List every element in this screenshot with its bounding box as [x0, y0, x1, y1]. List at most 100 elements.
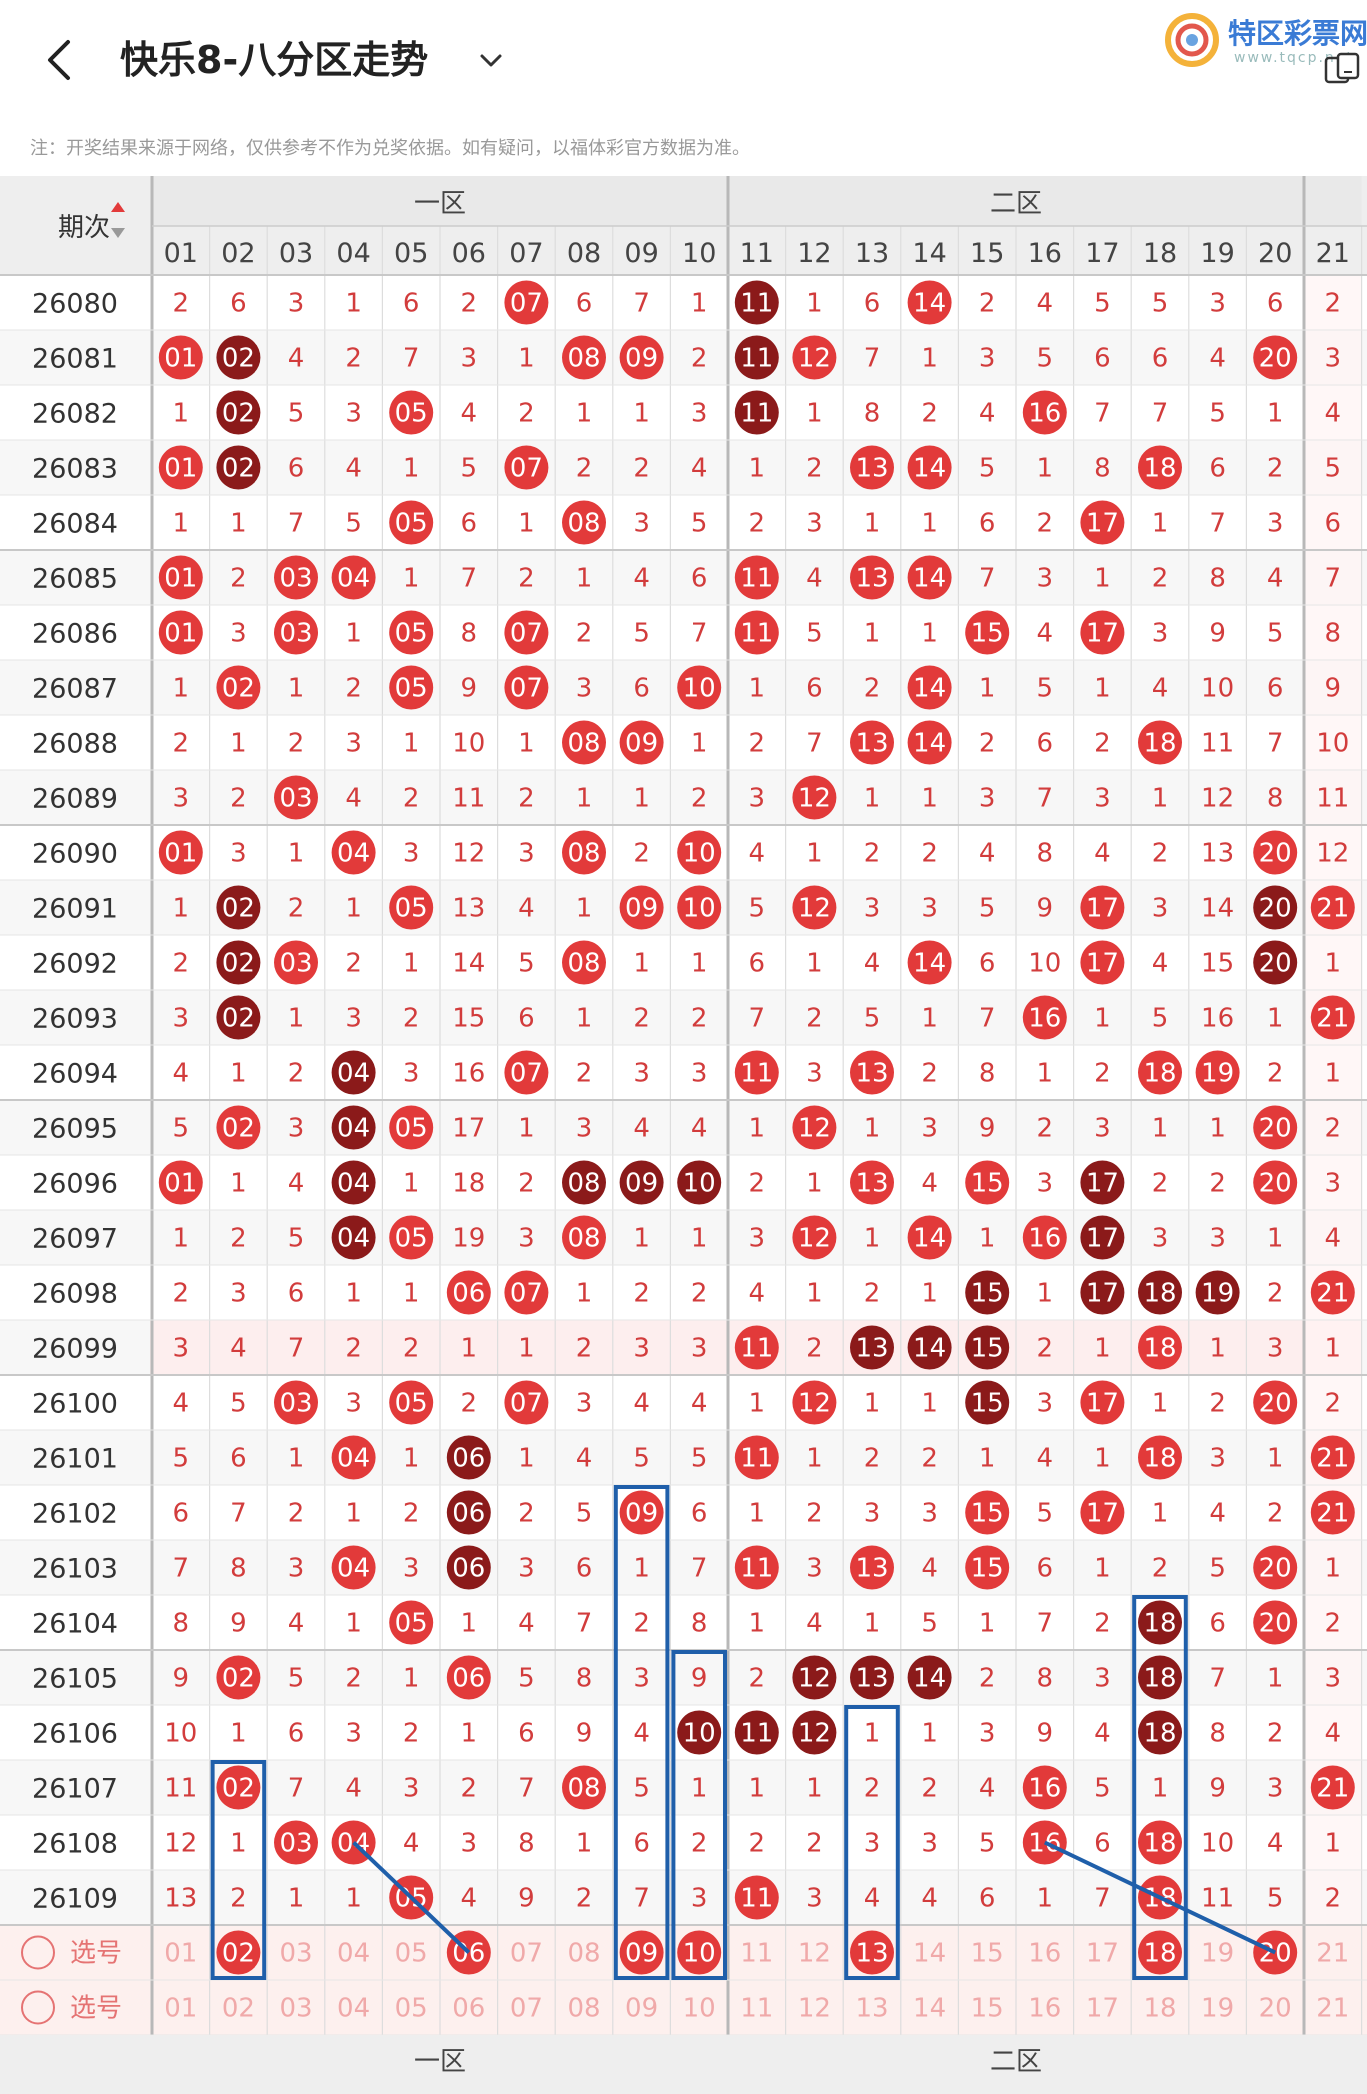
ball-number[interactable]: 14	[913, 454, 946, 484]
ball-number[interactable]: 08	[567, 344, 600, 374]
ball[interactable]	[158, 335, 203, 380]
ball[interactable]	[504, 445, 549, 490]
select-label[interactable]: 选号	[70, 1939, 122, 1969]
ball[interactable]	[216, 885, 261, 930]
ball-number[interactable]: 08	[567, 729, 600, 759]
ball-number[interactable]: 18	[1143, 729, 1176, 759]
ball[interactable]	[504, 280, 549, 325]
ball-number[interactable]: 19	[1201, 1059, 1234, 1089]
ball-number[interactable]: 08	[567, 1169, 600, 1199]
ball-number[interactable]: 15	[971, 1389, 1004, 1419]
ball[interactable]	[389, 885, 434, 930]
ball[interactable]	[1080, 1270, 1125, 1315]
selected-ball-number[interactable]: 09	[625, 1939, 658, 1969]
ball[interactable]	[907, 1655, 952, 1700]
select-number[interactable]: 16	[1028, 1939, 1061, 1969]
ball[interactable]	[1195, 1270, 1240, 1315]
select-number[interactable]: 13	[855, 1994, 888, 2024]
ball-number[interactable]: 04	[337, 1224, 370, 1254]
ball[interactable]	[907, 555, 952, 600]
ball-number[interactable]: 02	[222, 454, 255, 484]
ball-number[interactable]: 11	[740, 399, 773, 429]
ball-number[interactable]: 15	[971, 1554, 1004, 1584]
ball-number[interactable]: 14	[913, 674, 946, 704]
select-number[interactable]: 12	[798, 1939, 831, 1969]
ball[interactable]	[1138, 1655, 1182, 1700]
ball-number[interactable]: 09	[625, 1169, 658, 1199]
ball-number[interactable]: 19	[1201, 1279, 1234, 1309]
ball-number[interactable]: 03	[279, 1389, 312, 1419]
ball-number[interactable]: 09	[625, 344, 658, 374]
ball-number[interactable]: 08	[567, 839, 600, 869]
ball[interactable]	[734, 1050, 779, 1095]
ball[interactable]	[158, 610, 203, 655]
ball-number[interactable]: 07	[510, 1059, 543, 1089]
ball-number[interactable]: 03	[279, 1829, 312, 1859]
ball[interactable]	[734, 280, 779, 325]
ball[interactable]	[562, 500, 606, 545]
ball[interactable]	[1080, 1215, 1125, 1260]
ball-number[interactable]: 06	[452, 1279, 485, 1309]
ball[interactable]	[619, 335, 664, 380]
select-number[interactable]: 18	[1143, 1994, 1176, 2024]
ball[interactable]	[216, 1765, 261, 1810]
ball-number[interactable]: 17	[1086, 1389, 1119, 1419]
ball-number[interactable]: 05	[395, 1609, 428, 1639]
ball[interactable]	[504, 1270, 549, 1315]
ball-number[interactable]: 13	[855, 1059, 888, 1089]
ball[interactable]	[677, 665, 722, 710]
ball[interactable]	[562, 830, 606, 875]
select-number[interactable]: 03	[279, 1994, 312, 2024]
ball-number[interactable]: 21	[1316, 1499, 1349, 1529]
ball-number[interactable]: 17	[1086, 894, 1119, 924]
ball-number[interactable]: 17	[1086, 619, 1119, 649]
select-number[interactable]: 17	[1086, 1939, 1119, 1969]
ball[interactable]	[274, 555, 318, 600]
select-number[interactable]: 02	[222, 1994, 255, 2024]
ball[interactable]	[1253, 1545, 1298, 1590]
ball-number[interactable]: 03	[279, 949, 312, 979]
page-title[interactable]: 快乐8-八分区走势	[120, 38, 429, 82]
ball-number[interactable]: 09	[625, 729, 658, 759]
ball[interactable]	[446, 1545, 491, 1590]
ball[interactable]	[389, 1215, 434, 1260]
ball[interactable]	[331, 1215, 376, 1260]
ball-number[interactable]: 20	[1259, 839, 1292, 869]
ball[interactable]	[1138, 1820, 1182, 1865]
ball-number[interactable]: 20	[1259, 1389, 1292, 1419]
ball-number[interactable]: 07	[510, 674, 543, 704]
ball[interactable]	[1080, 500, 1125, 545]
ball[interactable]	[389, 390, 434, 435]
ball-number[interactable]: 10	[683, 1719, 716, 1749]
ball-number[interactable]: 07	[510, 1389, 543, 1419]
ball[interactable]	[734, 610, 779, 655]
selected-ball[interactable]	[619, 1930, 664, 1975]
ball[interactable]	[907, 445, 952, 490]
chevron-down-icon[interactable]	[476, 46, 506, 76]
ball-number[interactable]: 05	[395, 674, 428, 704]
ball[interactable]	[1195, 1050, 1240, 1095]
ball-number[interactable]: 06	[452, 1554, 485, 1584]
ball-number[interactable]: 05	[395, 1114, 428, 1144]
ball-number[interactable]: 04	[337, 1444, 370, 1474]
ball-number[interactable]: 11	[740, 1719, 773, 1749]
ball[interactable]	[907, 1215, 952, 1260]
ball[interactable]	[850, 1325, 894, 1370]
select-number[interactable]: 20	[1259, 1994, 1292, 2024]
ball-number[interactable]: 20	[1259, 949, 1292, 979]
ball-number[interactable]: 17	[1086, 1279, 1119, 1309]
ball-number[interactable]: 18	[1143, 1829, 1176, 1859]
ball-number[interactable]: 10	[683, 839, 716, 869]
ball-number[interactable]: 05	[395, 399, 428, 429]
ball[interactable]	[389, 500, 434, 545]
ball[interactable]	[619, 885, 664, 930]
ball[interactable]	[850, 1545, 894, 1590]
ball[interactable]	[1080, 885, 1125, 930]
selected-ball-number[interactable]: 18	[1143, 1939, 1176, 1969]
ball[interactable]	[1310, 1765, 1355, 1810]
back-icon[interactable]	[40, 34, 80, 86]
ball-number[interactable]: 02	[222, 949, 255, 979]
ball-number[interactable]: 18	[1143, 1334, 1176, 1364]
ball-number[interactable]: 13	[855, 454, 888, 484]
ball[interactable]	[504, 1380, 549, 1425]
